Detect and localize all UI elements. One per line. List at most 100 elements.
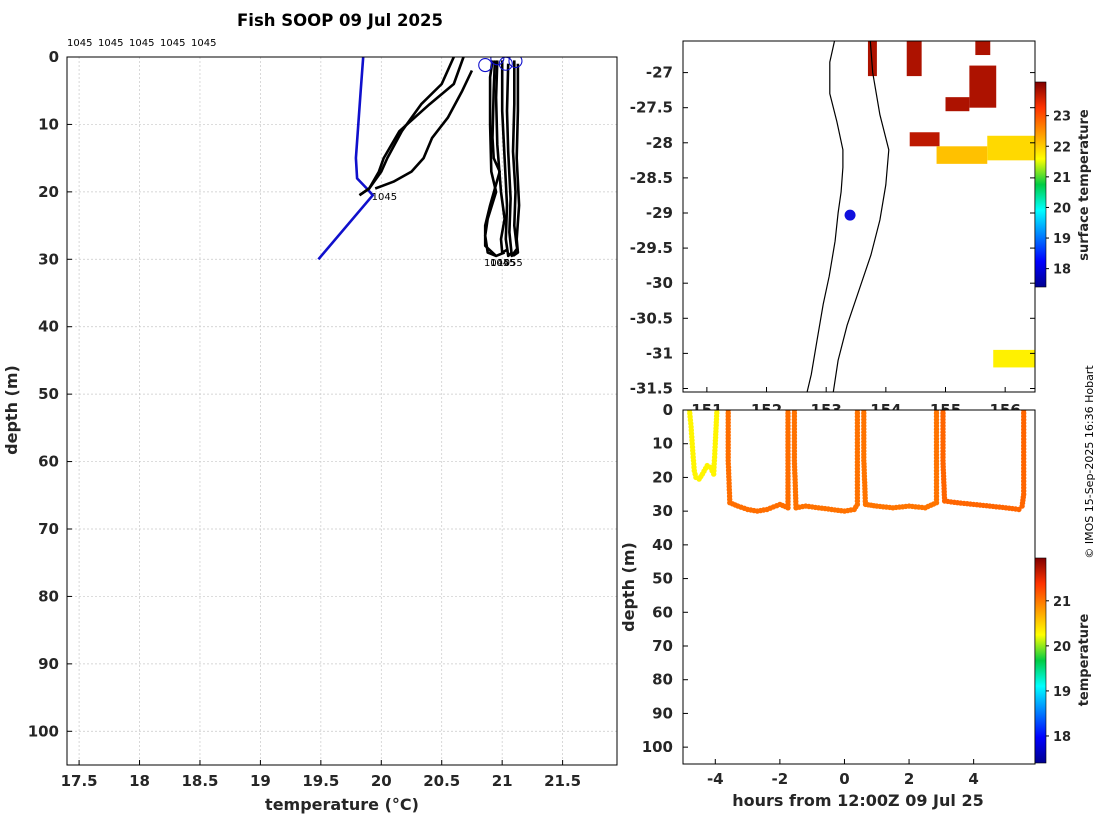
- time-ytick-label: 50: [652, 570, 673, 588]
- profile-ytick-label: 10: [38, 115, 59, 133]
- figure-title: Fish SOOP 09 Jul 2025: [237, 11, 443, 30]
- map-colorbar-tick-label: 23: [1053, 110, 1071, 125]
- map-ytick-label: -27: [646, 64, 673, 82]
- profile-annotation: 1055: [497, 258, 522, 269]
- profile-top-label: 1045: [98, 38, 123, 49]
- profile-plot-area: [67, 57, 617, 765]
- time-ytick-label: 20: [652, 468, 673, 486]
- profile-ytick-label: 80: [38, 587, 59, 605]
- profile-xtick-label: 19: [250, 772, 271, 790]
- time-ytick-label: 10: [652, 435, 673, 453]
- profile-ytick-label: 30: [38, 250, 59, 268]
- profile-xtick-label: 21: [492, 772, 513, 790]
- time-colorbar-tick-label: 19: [1053, 685, 1071, 700]
- time-depth-xlabel: hours from 12:00Z 09 Jul 25: [732, 791, 983, 810]
- time-colorbar-tick-label: 18: [1053, 730, 1071, 745]
- map-colorbar-tick-label: 21: [1053, 171, 1071, 186]
- sst-patch: [936, 146, 988, 164]
- time-xtick-label: 0: [839, 770, 849, 788]
- sst-patch: [975, 41, 991, 56]
- profile-line: [512, 63, 521, 257]
- profile-top-labels: 1045 1045 1045 1045 1045: [67, 38, 216, 49]
- profile-line: [374, 69, 474, 190]
- sst-patch: [987, 135, 1035, 161]
- profile-line: [500, 60, 513, 258]
- map-colorbar: [1034, 81, 1047, 288]
- profile-xtick-label: 18: [129, 772, 150, 790]
- copyright-credit: © IMOS 15-Sep-2025 16:36 Hobart: [1083, 365, 1096, 559]
- profile-ticks: 17.5 18 18.5 19 19.5 20 20.5 21 21.5 0 10 20 30 40 50 6…: [28, 48, 581, 790]
- map-colorbar-tick-label: 19: [1053, 232, 1071, 247]
- surface-marker: [490, 57, 505, 66]
- map-coastlines: [806, 41, 890, 392]
- temperature-sample: [854, 410, 861, 413]
- time-depth-colorbar: [1034, 557, 1047, 764]
- sst-patch: [969, 65, 997, 108]
- coastline: [806, 41, 844, 392]
- time-xtick-label: -2: [772, 770, 789, 788]
- time-depth-colorbar-ticks: 18 19 20 21: [1046, 595, 1071, 745]
- map-colorbar-tick-label: 18: [1053, 263, 1071, 278]
- temperature-sample: [1016, 506, 1022, 513]
- map-ytick-label: -30: [646, 274, 673, 292]
- time-ytick-label: 60: [652, 603, 673, 621]
- profile-ytick-label: 40: [38, 318, 59, 336]
- profile-ytick-label: 70: [38, 520, 59, 538]
- time-colorbar-tick-label: 21: [1053, 595, 1071, 610]
- profile-frame: [66, 56, 618, 766]
- profile-top-label: 1045: [67, 38, 92, 49]
- map-ytick-label: -28.5: [630, 169, 673, 187]
- profile-ytick-label: 20: [38, 183, 59, 201]
- temperature-sample: [933, 410, 940, 413]
- map-position: [844, 209, 856, 221]
- profile-top-label: 1045: [129, 38, 154, 49]
- temperature-sample: [785, 410, 791, 413]
- map-ytick-label: -31.5: [630, 379, 673, 397]
- map-colorbar-tick-label: 22: [1053, 140, 1071, 155]
- time-xtick-label: -4: [707, 770, 724, 788]
- time-ytick-label: 0: [663, 401, 673, 419]
- profile-xtick-label: 21.5: [544, 772, 581, 790]
- map-ytick-label: -29.5: [630, 239, 673, 257]
- time-ytick-label: 80: [652, 671, 673, 689]
- profile-annotation: 1045: [484, 258, 509, 269]
- climatology-line: [317, 57, 375, 261]
- time-depth-points: [686, 410, 1027, 514]
- map-ytick-label: -30.5: [630, 309, 673, 327]
- map-colorbar-label: surface temperature: [1077, 109, 1092, 261]
- profile-annotation: 1045: [490, 258, 515, 269]
- time-ytick-label: 100: [642, 738, 673, 756]
- sst-patch: [906, 41, 922, 77]
- map-sst-patches: [867, 41, 1035, 368]
- map-panel: -27 -27.5 -28 -28.5 -29 -29.5 -30 -30.5 -31 -31.5…: [630, 40, 1092, 419]
- profile-xlabel: temperature (°C): [265, 795, 419, 814]
- time-colorbar-tick-label: 20: [1053, 640, 1071, 655]
- map-colorbar-tick-label: 20: [1053, 201, 1071, 216]
- surface-marker: [508, 57, 523, 69]
- isobath: [832, 41, 890, 392]
- surface-marker: [478, 58, 493, 73]
- profile-xtick-label: 17.5: [61, 772, 98, 790]
- time-ytick-label: 70: [652, 637, 673, 655]
- profile-ytick-label: 50: [38, 385, 59, 403]
- profile-ylabel: depth (m): [2, 365, 21, 455]
- sst-patch: [945, 97, 970, 112]
- map-colorbar-ticks: 18 19 20 21 22 23: [1046, 110, 1071, 278]
- profile-ytick-label: 100: [28, 722, 59, 740]
- profile-line: [358, 57, 455, 197]
- map-ytick-label: -31: [646, 344, 673, 362]
- profile-annotation: 1045: [372, 192, 397, 203]
- profile-ytick-label: 0: [49, 48, 59, 66]
- profile-line: [505, 63, 518, 258]
- profile-ytick-label: 60: [38, 453, 59, 471]
- profile-xtick-label: 18.5: [181, 772, 218, 790]
- map-ytick-label: -29: [646, 204, 673, 222]
- profile-xtick-label: 20: [371, 772, 392, 790]
- profile-panel: 17.5 18 18.5 19 19.5 20 20.5 21 21.5 0 10 20 30 40 50 6…: [2, 38, 618, 814]
- profile-line: [483, 60, 506, 258]
- profile-xtick-label: 19.5: [302, 772, 339, 790]
- time-depth-ylabel: depth (m): [619, 542, 638, 632]
